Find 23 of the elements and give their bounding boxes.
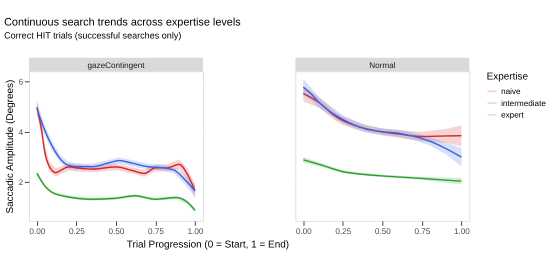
- x-tick-label: 1.00: [454, 227, 470, 236]
- x-tick-label: 0.75: [414, 227, 431, 236]
- x-tick-label: 0.50: [108, 227, 125, 236]
- legend-title: Expertise: [486, 72, 529, 83]
- legend-label: intermediate: [501, 98, 546, 108]
- y-tick-label: 2: [18, 178, 24, 188]
- y-axis-title: Saccadic Amplitude (Degrees): [5, 80, 16, 214]
- x-tick-label: 0.25: [68, 227, 86, 236]
- y-tick-label: 6: [18, 78, 24, 87]
- x-tick-label: 0.75: [148, 227, 164, 236]
- x-tick-label: 1.00: [188, 227, 204, 236]
- chart-title: Continuous search trends across expertise levels: [4, 16, 242, 29]
- x-tick-label: 0.50: [374, 227, 392, 236]
- x-tick-label: 0.00: [296, 227, 312, 236]
- x-tick-label: 0.25: [335, 227, 352, 236]
- y-tick-label: 4: [18, 128, 24, 137]
- legend-label: expert: [501, 110, 524, 120]
- x-tick-label: 0.00: [29, 227, 46, 236]
- legend-label: naive: [501, 87, 522, 96]
- chart-subtitle: Correct HIT trials (successful searches only): [4, 30, 182, 40]
- x-axis-title: Trial Progression (0 = Start, 1 = End): [126, 240, 290, 251]
- text: gazeContingent: [87, 60, 146, 70]
- text: Normal: [369, 60, 396, 70]
